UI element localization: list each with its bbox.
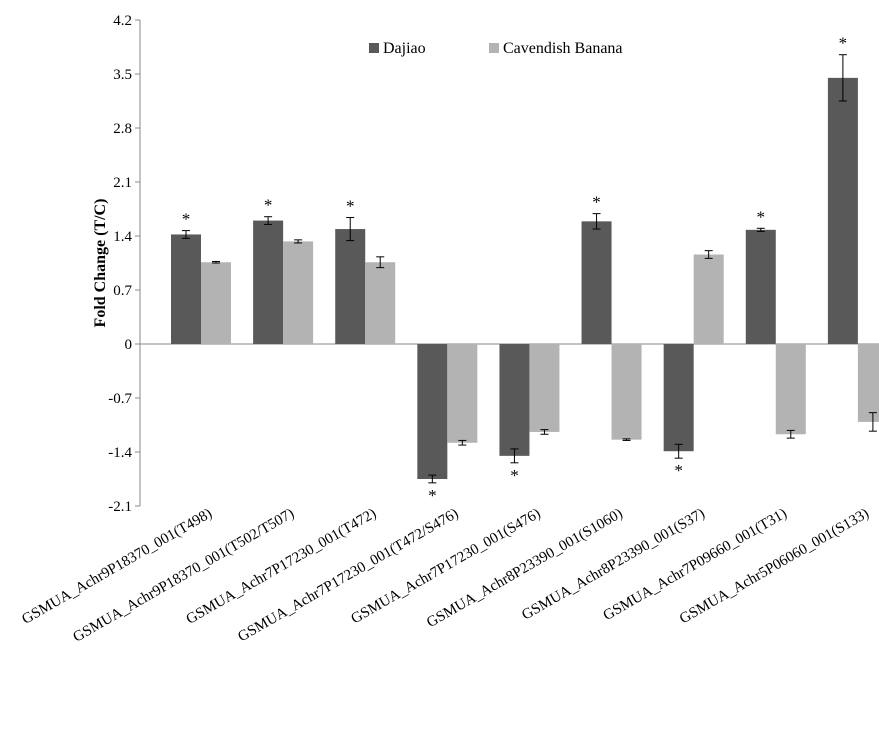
bar-dajiao [663,344,694,452]
y-tick-label: -2.1 [108,499,132,515]
bar-dajiao [499,344,530,456]
significance-marker: * [757,207,766,226]
y-tick-label: 2.1 [113,175,132,191]
bar-dajiao [171,234,201,344]
y-tick-label: -0.7 [108,391,132,407]
bar-cavendish [447,344,478,443]
bar-dajiao [827,77,858,344]
bar-cavendish [857,344,879,422]
bar-cavendish [529,344,560,432]
significance-marker: * [839,34,848,53]
significance-marker: * [592,193,601,212]
legend-swatch-dajiao [369,43,379,53]
bar-dajiao [745,229,776,344]
significance-marker: * [346,196,355,215]
y-axis-label: Fold Change (T/C) [92,199,109,328]
significance-marker: * [674,461,683,480]
y-tick-label: 4.2 [113,13,132,29]
legend-label-dajiao: Dajiao [383,40,426,57]
bar-cavendish [365,262,396,344]
y-tick-label: -1.4 [108,445,132,461]
y-tick-label: 2.8 [113,121,132,137]
y-tick-label: 3.5 [113,67,132,83]
legend: Dajiao Cavendish Banana [369,40,623,57]
y-tick-label: 0 [125,337,133,353]
bar-dajiao [581,221,612,344]
legend-swatch-cavendish [489,43,499,53]
bar-cavendish [283,241,314,344]
bar-cavendish [775,344,806,435]
bar-dajiao [253,220,284,344]
significance-marker: * [510,466,519,485]
bar-dajiao [335,229,366,344]
significance-marker: * [182,210,191,229]
category-labels: GSMUA_Achr9P18370_001(T498)GSMUA_Achr9P1… [19,506,872,646]
y-tick-label: 0.7 [113,283,132,299]
bar-cavendish [693,254,724,344]
legend-label-cavendish: Cavendish Banana [503,40,623,57]
y-tick-label: 1.4 [113,229,132,245]
bar-cavendish [201,262,231,344]
bar-dajiao [417,344,448,479]
bar-cavendish [611,344,642,440]
significance-marker: * [264,196,273,215]
significance-marker: * [428,486,437,505]
bars: * * * * * * * * * [171,34,879,505]
